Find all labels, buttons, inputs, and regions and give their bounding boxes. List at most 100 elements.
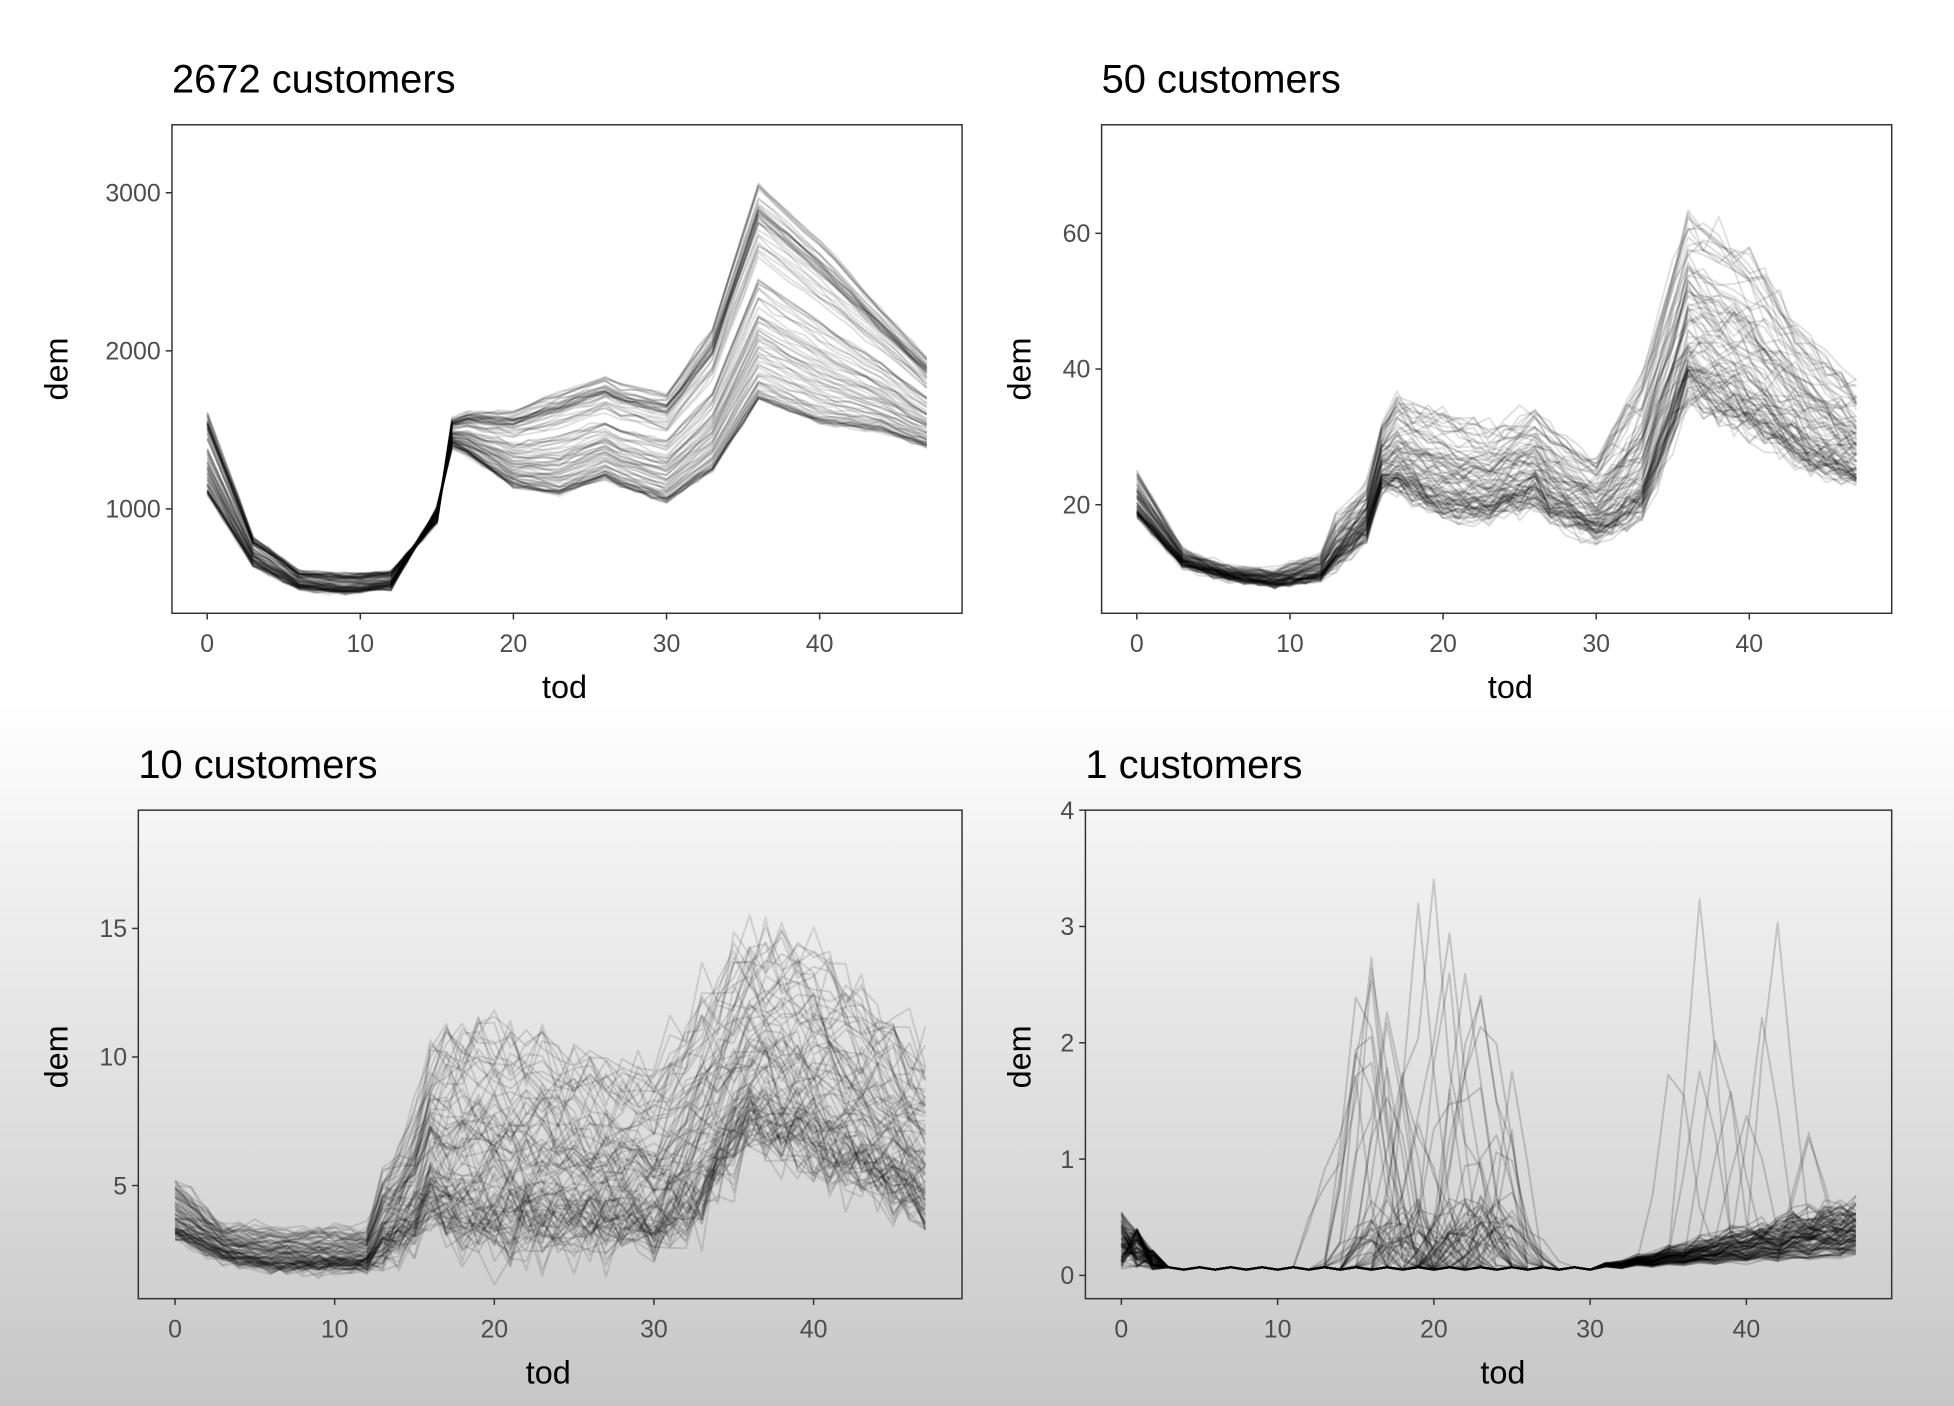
series-line [206,209,928,580]
series-line [1121,1039,1857,1271]
series-line [1120,1129,1857,1271]
series-line [1120,1206,1856,1271]
series-line [174,1029,927,1260]
series-line [1136,311,1857,577]
series-line [1120,1220,1856,1271]
series-line [174,974,926,1245]
series-line [1136,344,1857,585]
series-line [1120,1090,1857,1271]
series-line [174,1118,927,1273]
series-line [1120,1151,1856,1271]
series-line [1136,393,1857,587]
series-line [174,1095,927,1268]
series-line [206,251,928,583]
series-line [206,297,928,589]
series-line [206,183,928,576]
series-line [174,1110,927,1280]
series-lines [1120,878,1857,1271]
series-line [1120,1211,1856,1271]
series-lines [206,182,928,597]
series-line [1136,275,1858,577]
series-line [1121,1213,1857,1271]
series-line [206,355,928,592]
series-line [174,936,926,1240]
series-line [174,1084,926,1271]
series-line [206,326,928,591]
series-line [1120,1195,1857,1271]
x-tick-label: 0 [1114,1315,1128,1343]
series-line [206,340,928,590]
series-line [1135,227,1857,575]
series-line [1136,348,1858,582]
series-line [174,1014,926,1259]
series-line [206,389,928,596]
series-line [175,1126,926,1274]
series-line [1136,280,1858,582]
series-line [1136,389,1858,587]
series-line [174,1050,926,1259]
series-line [1120,1195,1857,1271]
series-line [174,991,926,1246]
y-tick-label: 5 [113,1172,127,1200]
series-line [1136,379,1857,585]
y-tick-label: 2000 [105,338,160,366]
series-line [174,1109,927,1271]
series-line [174,1045,926,1268]
series-line [206,353,928,594]
series-line [206,345,928,591]
series-line [206,382,927,593]
x-tick-label: 30 [1576,1315,1604,1343]
series-line [174,1090,926,1275]
series-line [174,1047,927,1261]
series-line [206,218,928,580]
series-line [1136,222,1857,574]
series-line [1120,1203,1857,1271]
series-line [1120,972,1857,1271]
series-line [175,1036,927,1255]
series-line [206,241,928,581]
series-line [1120,1232,1856,1271]
series-line [206,381,928,593]
series-line [174,1058,927,1272]
series-line [1136,329,1857,583]
series-line [206,245,928,583]
series-line [174,1102,927,1273]
series-line [1120,1231,1856,1271]
series-line [206,206,928,579]
panel-2672-customers: 2672 customers tod dem 0 10 20 30 40 1000 2000… [38,57,963,705]
series-line [1136,373,1857,586]
series-line [1120,1215,1856,1271]
x-tick-label: 10 [1276,630,1304,658]
series-line [1136,278,1858,580]
series-line [1120,1216,1857,1271]
series-line [1136,286,1857,576]
series-line [1121,1203,1857,1271]
series-line [174,1032,927,1255]
series-line [1120,1021,1857,1271]
series-line [1136,365,1858,589]
series-line [1120,1216,1857,1271]
series-line [1120,1215,1857,1271]
y-tick-label: 15 [99,915,127,943]
series-line [1120,1137,1857,1271]
series-line [1136,349,1858,583]
series-line [1120,1205,1857,1271]
series-line [206,397,928,593]
x-tick-label: 40 [1735,630,1763,658]
series-line [1120,956,1857,1271]
series-line [1120,932,1857,1271]
series-line [206,347,928,592]
series-line [206,320,928,590]
series-line [174,1065,927,1258]
series-line [1136,368,1858,589]
series-line [1136,358,1858,586]
series-line [1136,388,1858,586]
series-line [206,297,928,587]
series-line [1136,318,1857,581]
series-line [174,1117,927,1272]
series-line [1120,1221,1857,1271]
series-line [1136,295,1858,581]
series-line [1120,1218,1857,1271]
series-line [1136,307,1858,580]
series-line [1136,392,1858,585]
